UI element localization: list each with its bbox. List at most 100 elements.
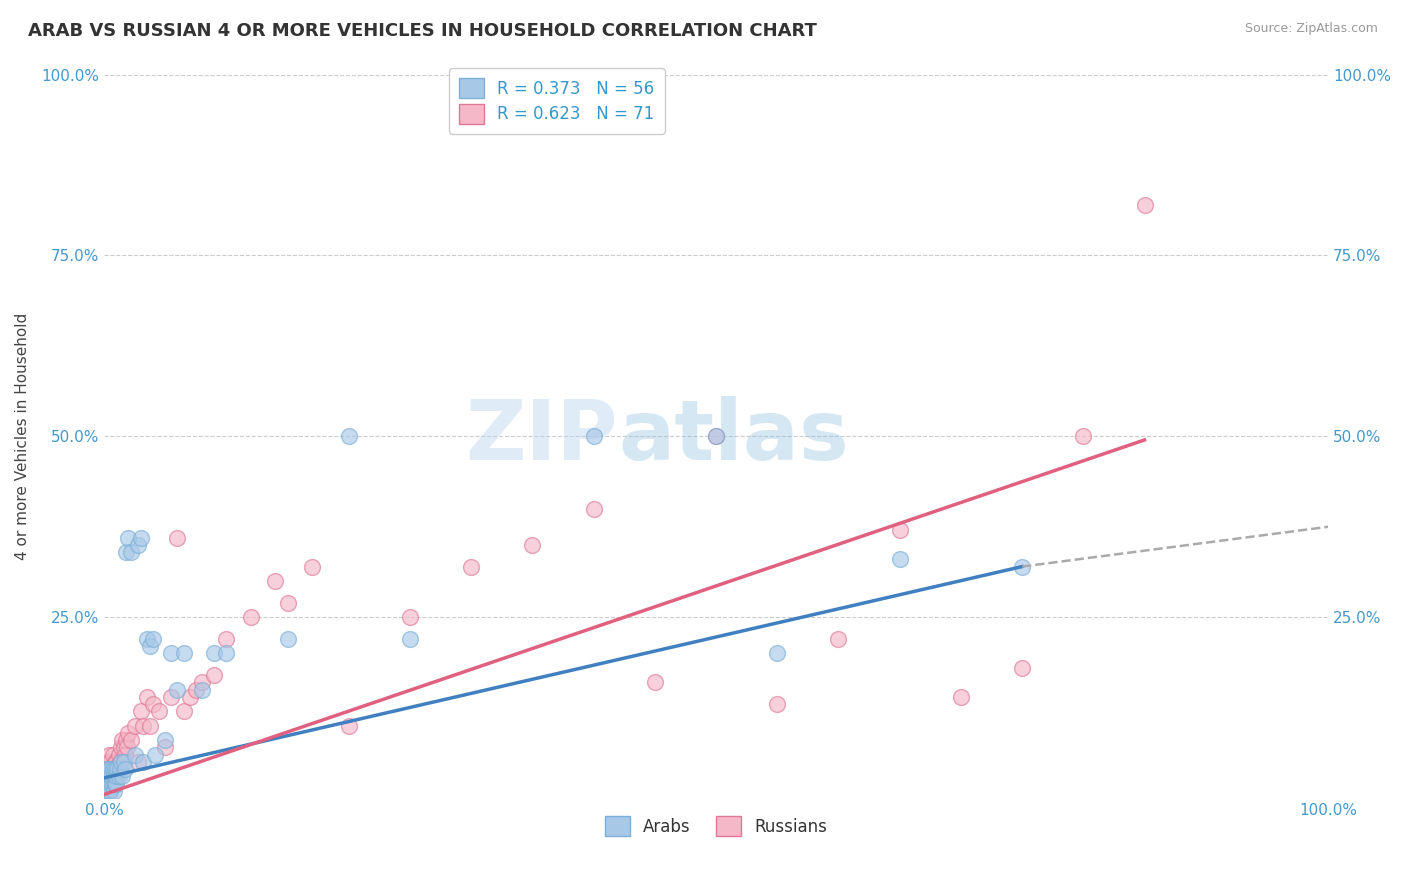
Legend: Arabs, Russians: Arabs, Russians bbox=[596, 808, 835, 844]
Point bbox=[766, 647, 789, 661]
Point bbox=[97, 784, 120, 798]
Point bbox=[153, 733, 176, 747]
Point bbox=[101, 747, 124, 762]
Point bbox=[202, 647, 225, 661]
Point bbox=[145, 747, 167, 762]
Point bbox=[139, 639, 162, 653]
Point bbox=[101, 777, 124, 791]
Point bbox=[522, 538, 544, 552]
Point bbox=[111, 733, 134, 747]
Point bbox=[160, 647, 183, 661]
Point bbox=[97, 769, 120, 783]
Point bbox=[94, 777, 117, 791]
Point bbox=[97, 777, 120, 791]
Point bbox=[105, 769, 128, 783]
Point bbox=[827, 632, 849, 646]
Point bbox=[115, 733, 138, 747]
Point bbox=[127, 755, 149, 769]
Point bbox=[98, 784, 121, 798]
Point bbox=[135, 690, 157, 704]
Point bbox=[101, 762, 124, 776]
Point bbox=[949, 690, 972, 704]
Point bbox=[644, 675, 666, 690]
Point bbox=[98, 784, 121, 798]
Point bbox=[166, 531, 188, 545]
Point bbox=[337, 429, 360, 443]
Point bbox=[215, 647, 238, 661]
Point bbox=[98, 769, 121, 783]
Point bbox=[173, 647, 195, 661]
Point bbox=[889, 552, 911, 566]
Point bbox=[103, 784, 125, 798]
Point bbox=[166, 682, 188, 697]
Point bbox=[766, 697, 789, 711]
Point bbox=[100, 769, 122, 783]
Point bbox=[101, 762, 124, 776]
Point bbox=[103, 777, 125, 791]
Point bbox=[117, 726, 139, 740]
Point bbox=[139, 719, 162, 733]
Point bbox=[582, 429, 605, 443]
Point bbox=[1011, 559, 1033, 574]
Point bbox=[96, 769, 118, 783]
Point bbox=[277, 632, 299, 646]
Point bbox=[107, 762, 129, 776]
Point bbox=[96, 777, 118, 791]
Point bbox=[114, 747, 136, 762]
Text: ZIP: ZIP bbox=[465, 396, 619, 477]
Point bbox=[97, 747, 120, 762]
Point bbox=[111, 769, 134, 783]
Point bbox=[124, 719, 146, 733]
Point bbox=[96, 784, 118, 798]
Point bbox=[96, 777, 118, 791]
Point bbox=[301, 559, 323, 574]
Text: Source: ZipAtlas.com: Source: ZipAtlas.com bbox=[1244, 22, 1378, 36]
Point bbox=[94, 777, 117, 791]
Point bbox=[108, 755, 131, 769]
Point bbox=[107, 769, 129, 783]
Point bbox=[110, 755, 132, 769]
Point bbox=[100, 777, 122, 791]
Point bbox=[105, 769, 128, 783]
Point bbox=[97, 762, 120, 776]
Point bbox=[239, 610, 262, 624]
Point bbox=[173, 704, 195, 718]
Point bbox=[127, 538, 149, 552]
Y-axis label: 4 or more Vehicles in Household: 4 or more Vehicles in Household bbox=[15, 313, 30, 560]
Point bbox=[97, 769, 120, 783]
Point bbox=[104, 755, 127, 769]
Point bbox=[160, 690, 183, 704]
Point bbox=[97, 784, 120, 798]
Point bbox=[1011, 661, 1033, 675]
Point bbox=[105, 755, 128, 769]
Point bbox=[96, 762, 118, 776]
Point bbox=[704, 429, 727, 443]
Point bbox=[184, 682, 207, 697]
Point bbox=[115, 545, 138, 559]
Point bbox=[112, 740, 135, 755]
Point bbox=[129, 704, 152, 718]
Point bbox=[97, 755, 120, 769]
Point bbox=[101, 777, 124, 791]
Point bbox=[104, 762, 127, 776]
Point bbox=[117, 531, 139, 545]
Point bbox=[191, 675, 214, 690]
Point bbox=[97, 777, 120, 791]
Point bbox=[98, 755, 121, 769]
Point bbox=[191, 682, 214, 697]
Point bbox=[108, 762, 131, 776]
Point bbox=[120, 733, 142, 747]
Point bbox=[107, 762, 129, 776]
Point bbox=[399, 610, 422, 624]
Point bbox=[115, 740, 138, 755]
Point bbox=[889, 524, 911, 538]
Point bbox=[215, 632, 238, 646]
Point bbox=[98, 769, 121, 783]
Point bbox=[129, 531, 152, 545]
Text: atlas: atlas bbox=[619, 396, 849, 477]
Point bbox=[153, 740, 176, 755]
Text: ARAB VS RUSSIAN 4 OR MORE VEHICLES IN HOUSEHOLD CORRELATION CHART: ARAB VS RUSSIAN 4 OR MORE VEHICLES IN HO… bbox=[28, 22, 817, 40]
Point bbox=[97, 777, 120, 791]
Point bbox=[103, 769, 125, 783]
Point bbox=[399, 632, 422, 646]
